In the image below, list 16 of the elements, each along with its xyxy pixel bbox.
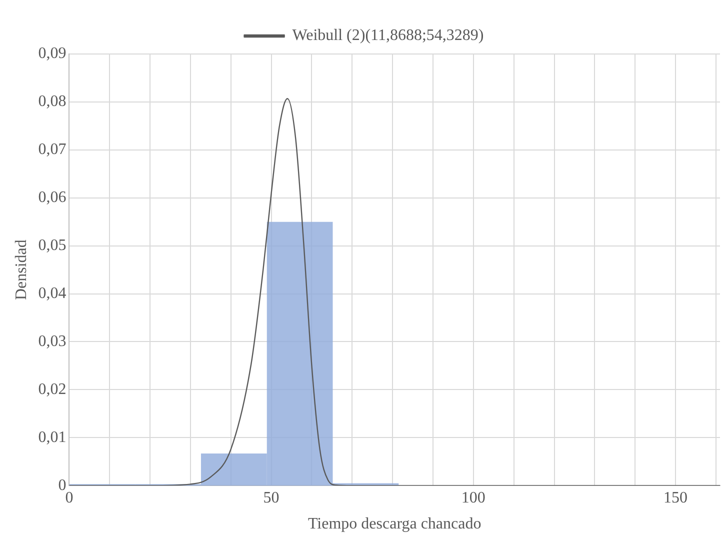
y-tick-label: 0: [58, 476, 66, 494]
legend-label: Weibull (2)(11,8688;54,3289): [292, 27, 484, 44]
x-axis-title: Tiempo descarga chancado: [308, 516, 482, 533]
y-tick-label: 0,07: [38, 141, 66, 158]
y-axis-title: Densidad: [12, 240, 30, 300]
y-tick-label: 0,04: [38, 284, 66, 302]
x-tick-label: 150: [664, 489, 688, 506]
x-tick-label: 50: [263, 489, 280, 506]
y-tick-label: 0,02: [38, 380, 66, 398]
y-tick-label: 0,09: [38, 45, 66, 62]
y-tick-label: 0,03: [38, 332, 66, 350]
x-tick-label: 100: [461, 489, 486, 506]
y-tick-label: 0,08: [38, 93, 66, 110]
y-tick-label: 0,01: [38, 428, 66, 446]
y-tick-label: 0,05: [38, 237, 66, 254]
y-tick-label: 0,06: [38, 189, 66, 206]
